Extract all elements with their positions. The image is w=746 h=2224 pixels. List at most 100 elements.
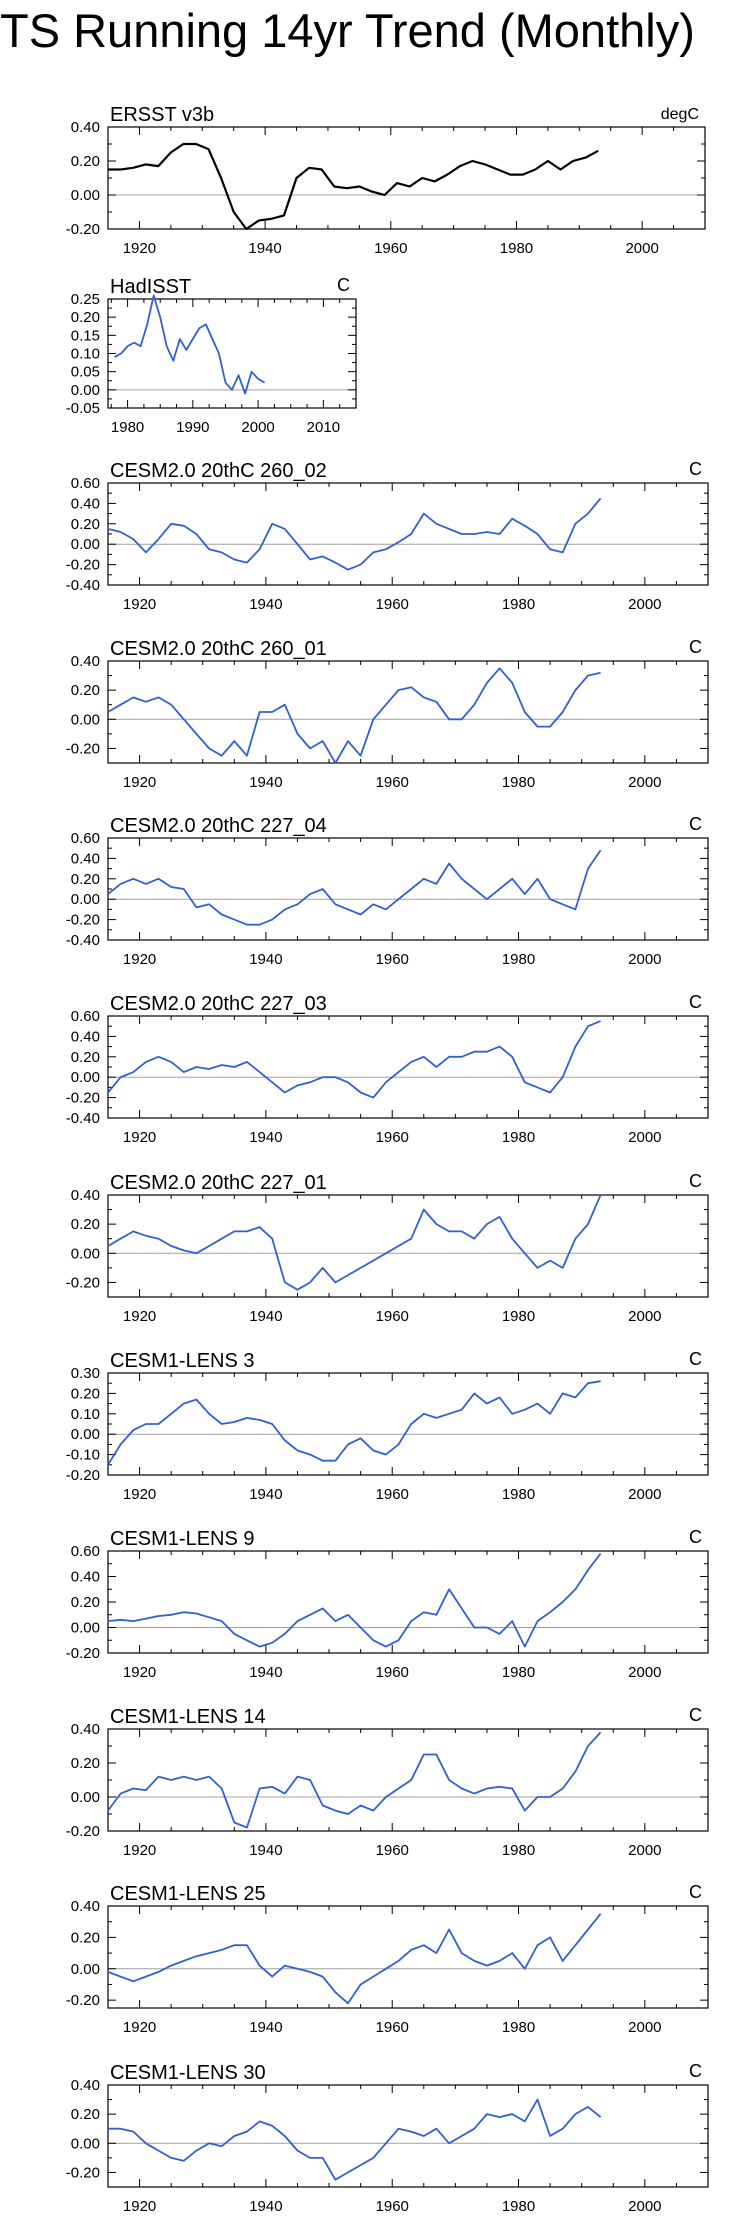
y-tick-label: -0.20 (66, 1467, 100, 1484)
x-tick-label: 1960 (376, 774, 409, 791)
y-tick-label: 0.40 (71, 119, 100, 136)
units-label: degC (661, 106, 699, 123)
y-tick-label: 0.00 (71, 1961, 100, 1978)
series-line (107, 1194, 602, 1291)
x-tick-label: 1920 (123, 2019, 156, 2036)
x-tick-label: 1980 (502, 1308, 535, 1325)
x-tick-label: 2000 (628, 1129, 661, 1146)
chart-panel-7: CESM1-LENS 3 C 1920 1940 1960 1980 2000 -0.20 -0… (66, 1349, 709, 1503)
x-tick-label: 1940 (249, 2019, 282, 2036)
y-tick-label: 0.20 (71, 516, 100, 533)
x-tick-label: 1960 (376, 1308, 409, 1325)
y-tick-label: 0.10 (71, 346, 100, 363)
chart-title: HadISST (110, 276, 191, 298)
x-tick-label: 1960 (376, 1129, 409, 1146)
y-tick-label: 0.20 (71, 1594, 100, 1611)
series-line (107, 667, 601, 764)
x-tick-label: 1920 (123, 240, 156, 257)
series-line (107, 1020, 601, 1099)
y-tick-label: 0.20 (71, 1385, 100, 1402)
x-tick-label: 1940 (249, 2198, 282, 2215)
y-tick-label: 0.00 (71, 187, 100, 204)
x-tick-label: 1980 (502, 2019, 535, 2036)
x-tick-label: 1980 (502, 596, 535, 613)
y-tick-label: -0.20 (66, 221, 100, 238)
y-tick-label: 0.40 (71, 850, 100, 867)
series-line (108, 142, 599, 231)
chart-title: CESM1-LENS 9 (110, 1528, 255, 1550)
x-tick-label: 1980 (502, 1486, 535, 1503)
x-tick-label: 2000 (628, 951, 661, 968)
x-tick-label: 2000 (628, 1664, 661, 1681)
units-label: C (689, 637, 702, 657)
chart-title: CESM2.0 20thC 260_01 (110, 638, 327, 660)
plot-frame (107, 1372, 709, 1476)
units-label: C (689, 2061, 702, 2081)
plot-frame (107, 298, 357, 409)
x-tick-label: 1920 (123, 774, 156, 791)
y-tick-label: 0.60 (71, 475, 100, 492)
y-tick-label: 0.60 (71, 830, 100, 847)
chart-panel-9: CESM1-LENS 14 C 1920 1940 1960 1980 2000 -0.20 0… (66, 1705, 709, 1859)
y-tick-label: -0.20 (66, 1823, 100, 1840)
y-tick-label: -0.40 (66, 577, 100, 594)
x-tick-label: 1940 (249, 774, 282, 791)
x-tick-label: 1960 (376, 1664, 409, 1681)
y-tick-label: 0.40 (71, 1721, 100, 1738)
x-tick-label: 1960 (376, 1486, 409, 1503)
y-tick-label: 0.30 (71, 1365, 100, 1382)
x-tick-label: 1920 (123, 1308, 156, 1325)
series-line (107, 1552, 602, 1648)
units-label: C (689, 814, 702, 834)
x-tick-label: 1940 (249, 1486, 282, 1503)
plot-frame (107, 1905, 709, 2009)
y-tick-label: -0.20 (66, 2164, 100, 2181)
units-label: C (689, 459, 702, 479)
chart-panel-2: CESM2.0 20thC 260_02 C 1920 1940 1960 1980 200… (66, 459, 709, 613)
units-label: C (689, 1882, 702, 1902)
y-tick-label: -0.20 (66, 1992, 100, 2009)
x-tick-label: 2000 (628, 2019, 661, 2036)
y-tick-label: -0.20 (66, 557, 100, 574)
x-tick-label: 1920 (123, 1664, 156, 1681)
series-line (107, 1731, 602, 1829)
y-tick-label: 0.40 (71, 2077, 100, 2094)
x-tick-label: 1920 (123, 596, 156, 613)
x-tick-label: 1980 (502, 951, 535, 968)
chart-panel-8: CESM1-LENS 9 C 1920 1940 1960 1980 2000 -0.20 0.… (66, 1527, 709, 1681)
x-tick-label: 1940 (249, 1129, 282, 1146)
y-tick-label: 0.00 (71, 1245, 100, 1262)
y-tick-label: 0.20 (71, 1929, 100, 1946)
x-tick-label: 2000 (628, 596, 661, 613)
y-tick-label: 0.00 (71, 1789, 100, 1806)
units-label: C (689, 1171, 702, 1191)
x-tick-label: 2000 (628, 1842, 661, 1859)
series-line (107, 849, 602, 926)
y-tick-label: 0.00 (71, 382, 100, 399)
x-tick-label: 1940 (249, 951, 282, 968)
x-tick-label: 1960 (376, 2198, 409, 2215)
series-line (107, 1380, 601, 1466)
y-tick-label: -0.20 (66, 740, 100, 757)
chart-title: CESM2.0 20thC 227_03 (110, 993, 327, 1015)
x-tick-label: 1980 (502, 1664, 535, 1681)
x-tick-label: 1940 (248, 240, 281, 257)
plot-frame (107, 2084, 709, 2188)
y-tick-label: -0.10 (66, 1447, 100, 1464)
y-tick-label: 0.20 (71, 153, 100, 170)
x-tick-label: 1940 (249, 1842, 282, 1859)
y-tick-label: -0.20 (66, 1274, 100, 1291)
chart-panel-10: CESM1-LENS 25 C 1920 1940 1960 1980 2000 -0.20 0… (66, 1882, 709, 2036)
chart-title: CESM1-LENS 14 (110, 1706, 266, 1728)
y-tick-label: 0.05 (71, 364, 100, 381)
x-tick-label: 1940 (249, 1308, 282, 1325)
y-tick-label: 0.60 (71, 1008, 100, 1025)
series-line (107, 1913, 602, 2005)
x-tick-label: 1920 (123, 1842, 156, 1859)
chart-panel-11: CESM1-LENS 30 C 1920 1940 1960 1980 2000 -0.20 0… (66, 2061, 709, 2215)
x-tick-label: 2010 (307, 419, 340, 436)
x-tick-label: 1960 (376, 1842, 409, 1859)
